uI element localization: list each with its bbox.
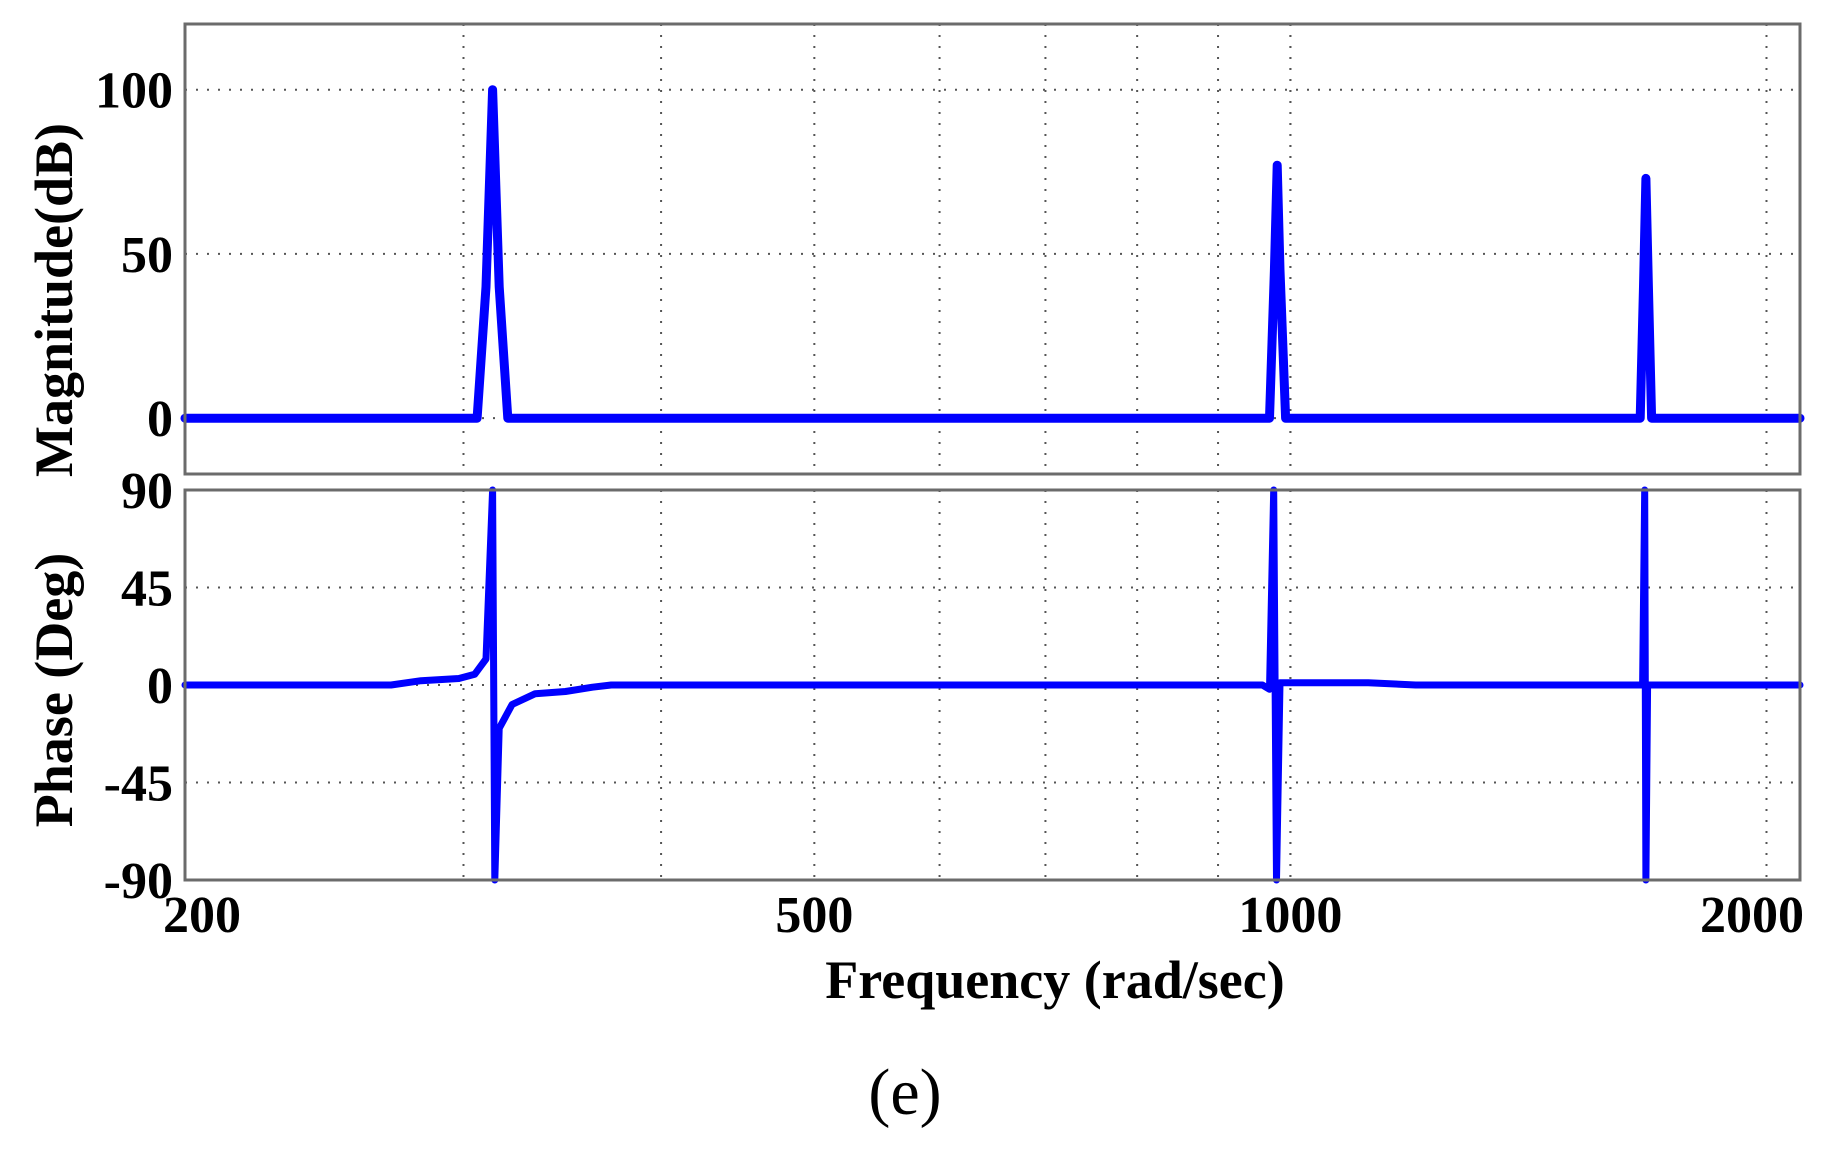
x-tick-label: 1000	[1238, 887, 1342, 944]
phase-tick-labels: 90 45 0 -45 -90	[104, 463, 173, 910]
y-tick-label: -45	[104, 756, 173, 813]
y-tick-label: 0	[147, 391, 173, 448]
x-tick-label: 200	[163, 887, 241, 944]
magnitude-trace	[180, 85, 1805, 423]
x-tick-labels: 200 500 1000 2000	[163, 887, 1804, 944]
magnitude-axis-label: Magnitude(dB)	[24, 123, 84, 477]
magnitude-tick-labels: 0 50 100	[95, 63, 173, 448]
y-tick-label: 50	[121, 227, 173, 284]
x-tick-label: 2000	[1700, 887, 1804, 944]
phase-frame	[183, 488, 1802, 882]
x-axis-label: Frequency (rad/sec)	[825, 950, 1284, 1010]
phase-axis-label: Phase (Deg)	[24, 553, 84, 827]
phase-trace	[181, 486, 1804, 884]
phase-panel: 90 45 0 -45 -90	[104, 463, 1804, 910]
y-tick-label: 0	[147, 658, 173, 715]
magnitude-panel: 0 50 100	[95, 22, 1805, 476]
figure-caption: (e)	[868, 1056, 941, 1129]
y-tick-label: 90	[121, 463, 173, 520]
x-tick-label: 500	[775, 887, 853, 944]
y-tick-label: 100	[95, 63, 173, 120]
y-tick-label: -90	[104, 853, 173, 910]
magnitude-frame	[183, 22, 1802, 476]
y-tick-label: 45	[121, 561, 173, 618]
magnitude-grid	[185, 24, 1800, 474]
